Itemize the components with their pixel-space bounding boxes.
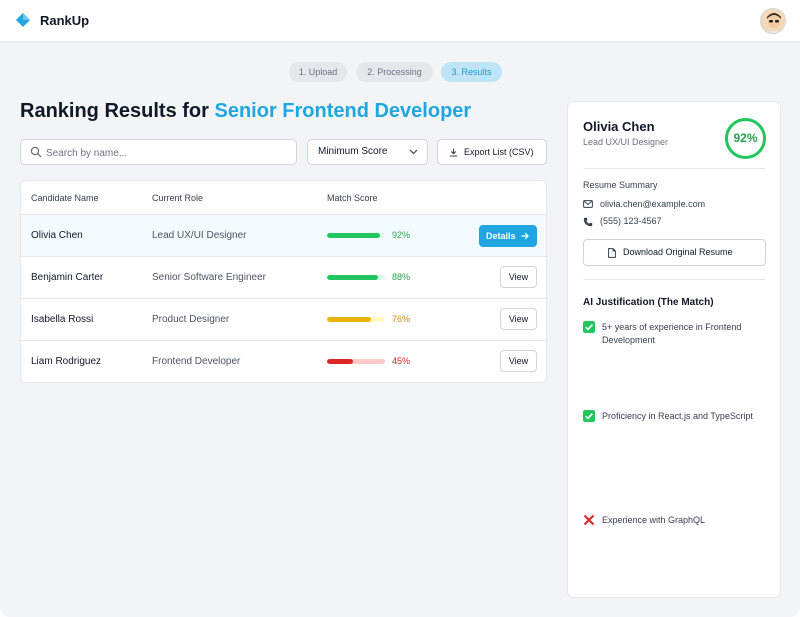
page-title-prefix: Ranking Results for	[20, 100, 215, 122]
ai-justification-heading: AI Justification (The Match)	[583, 297, 714, 308]
match-score-value: 45%	[392, 356, 411, 366]
table-row[interactable]: Benjamin Carter Senior Software Engineer…	[21, 257, 546, 299]
justification-text: 5+ years of experience in Frontend Devel…	[602, 322, 742, 345]
details-button-label: Details	[486, 231, 516, 241]
detail-score-ring: 92%	[725, 118, 766, 159]
table-row[interactable]: Olivia Chen Lead UX/UI Designer 92% Deta…	[21, 215, 546, 257]
header-candidate-name: Candidate Name	[31, 193, 99, 203]
check-icon	[583, 321, 595, 333]
candidate-role: Product Designer	[152, 314, 230, 325]
match-score-fill	[327, 359, 354, 364]
progress-steps: 1. Upload 2. Processing 3. Results	[0, 62, 800, 82]
detail-candidate-role: Lead UX/UI Designer	[583, 137, 669, 147]
candidate-name: Isabella Rossi	[31, 314, 94, 325]
match-score-bar	[327, 275, 385, 280]
download-resume-button[interactable]: Download Original Resume	[583, 239, 766, 266]
search-input[interactable]	[46, 144, 286, 162]
page-title-role: Senior Frontend Developer	[214, 100, 472, 122]
minimum-score-label: Minimum Score	[318, 146, 388, 157]
candidates-table: Candidate Name Current Role Match Score …	[20, 180, 547, 383]
table-row[interactable]: Isabella Rossi Product Designer 76% View	[21, 299, 546, 341]
candidate-name: Olivia Chen	[31, 230, 83, 241]
logo-icon	[16, 13, 30, 27]
candidate-name: Liam Rodriguez	[31, 356, 102, 367]
page-title: Ranking Results for Senior Frontend Deve…	[20, 100, 471, 123]
user-avatar[interactable]	[760, 8, 786, 34]
resume-summary-heading: Resume Summary	[583, 180, 658, 190]
match-score-bar	[327, 359, 385, 364]
search-icon	[30, 146, 42, 158]
export-csv-label: Export List (CSV)	[464, 147, 534, 157]
details-button[interactable]: Details	[479, 225, 537, 247]
search-box[interactable]	[20, 139, 297, 165]
document-icon	[608, 248, 616, 258]
phone-icon	[583, 217, 593, 227]
divider	[583, 168, 766, 169]
step-results[interactable]: 3. Results	[441, 62, 502, 82]
view-button[interactable]: View	[500, 308, 537, 330]
candidate-role: Lead UX/UI Designer	[152, 230, 247, 241]
avatar-icon	[761, 9, 785, 33]
minimum-score-select[interactable]: Minimum Score	[307, 139, 428, 165]
view-button[interactable]: View	[500, 350, 537, 372]
table-row[interactable]: Liam Rodriguez Frontend Developer 45% Vi…	[21, 341, 546, 382]
match-score-fill	[327, 317, 372, 322]
cross-icon	[583, 514, 595, 526]
header-match-score: Match Score	[327, 193, 378, 203]
match-score-fill	[327, 275, 379, 280]
detail-email: olivia.chen@example.com	[600, 199, 706, 209]
chevron-down-icon	[409, 149, 418, 155]
mail-icon	[583, 200, 593, 208]
table-header: Candidate Name Current Role Match Score	[21, 181, 546, 215]
justification-text: Experience with GraphQL	[602, 515, 706, 525]
header-current-role: Current Role	[152, 193, 204, 203]
match-score-fill	[327, 233, 381, 238]
export-csv-button[interactable]: Export List (CSV)	[437, 139, 547, 165]
view-button[interactable]: View	[500, 266, 537, 288]
candidate-role: Frontend Developer	[152, 356, 241, 367]
app-name: RankUp	[40, 13, 90, 28]
detail-candidate-name: Olivia Chen	[583, 119, 655, 134]
match-score-value: 88%	[392, 272, 411, 282]
candidate-detail-panel: Olivia Chen Lead UX/UI Designer 92% Resu…	[567, 101, 781, 598]
candidate-role: Senior Software Engineer	[152, 272, 266, 283]
check-icon	[583, 410, 595, 422]
step-upload[interactable]: 1. Upload	[289, 62, 347, 82]
step-processing[interactable]: 2. Processing	[356, 62, 433, 82]
justification-text: Proficiency in React.js and TypeScript	[602, 411, 753, 421]
download-resume-label: Download Original Resume	[623, 247, 733, 257]
arrow-right-icon	[521, 232, 529, 240]
match-score-value: 92%	[392, 230, 411, 240]
top-navigation-bar: RankUp	[0, 0, 800, 42]
download-icon	[449, 148, 458, 157]
detail-phone: (555) 123-4567	[600, 216, 662, 226]
divider	[583, 279, 766, 280]
match-score-value: 76%	[392, 314, 411, 324]
match-score-bar	[327, 317, 385, 322]
candidate-name: Benjamin Carter	[31, 272, 104, 283]
match-score-bar	[327, 233, 385, 238]
